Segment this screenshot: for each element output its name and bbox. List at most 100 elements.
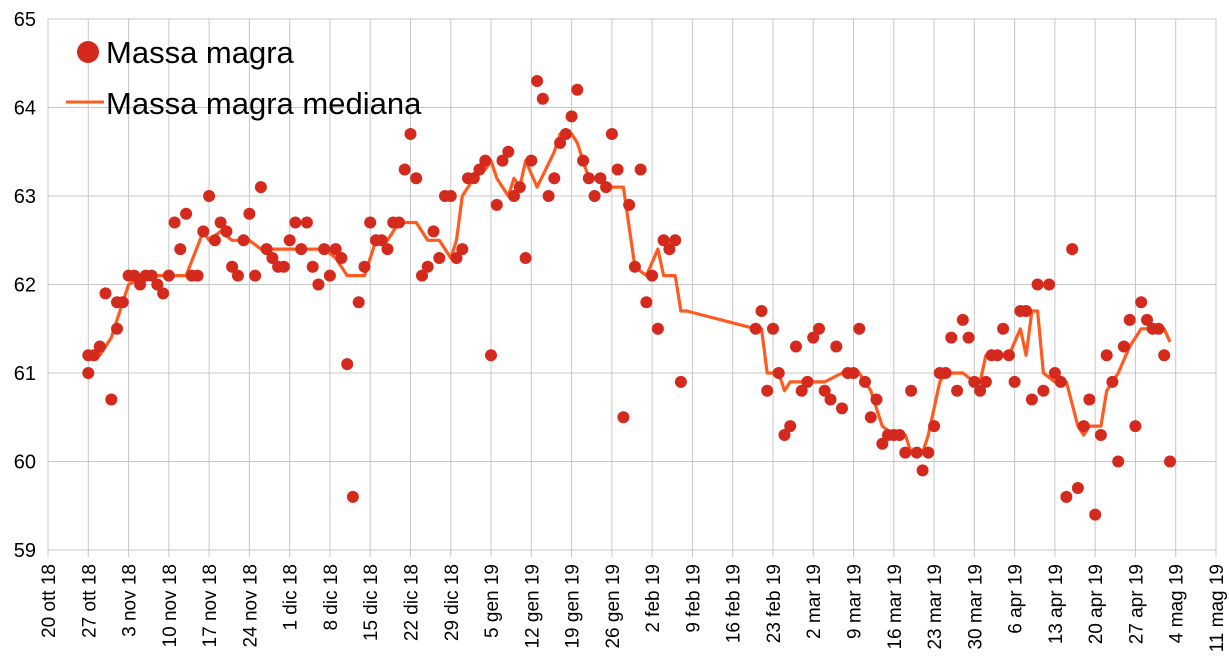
data-point (168, 216, 181, 229)
data-point (1152, 322, 1165, 335)
y-tick-label: 59 (14, 540, 36, 562)
x-tick-label: 10 nov 18 (160, 564, 181, 647)
data-point (1025, 393, 1038, 406)
data-point (922, 446, 935, 459)
x-tick-label: 16 feb 19 (724, 564, 745, 643)
x-tick-label: 20 apr 19 (1086, 564, 1107, 644)
data-point (594, 172, 607, 185)
data-point (300, 216, 313, 229)
data-point (634, 163, 647, 176)
y-tick-label: 64 (14, 98, 36, 120)
data-point (1031, 278, 1044, 291)
data-point (1002, 349, 1015, 362)
data-point (605, 128, 618, 140)
data-point (824, 393, 837, 406)
data-point (807, 331, 820, 344)
data-point (1112, 455, 1125, 468)
data-point (628, 260, 641, 273)
y-tick-label: 63 (14, 186, 36, 208)
data-point (968, 375, 981, 388)
data-point (548, 172, 561, 185)
data-point (1043, 278, 1056, 291)
data-point (116, 296, 129, 309)
data-point (818, 384, 831, 397)
x-tick-label: 23 feb 19 (764, 564, 785, 643)
data-point (105, 393, 118, 406)
data-point (790, 340, 802, 353)
plot-frame (47, 18, 1217, 551)
x-tick-label: 12 gen 19 (522, 564, 543, 649)
data-point (111, 322, 123, 335)
data-point (358, 260, 371, 273)
x-tick-label: 27 ott 18 (79, 564, 100, 638)
data-point (542, 190, 555, 202)
x-tick-label: 22 dic 18 (401, 564, 422, 641)
x-tick-label: 24 nov 18 (240, 564, 261, 647)
data-point (784, 420, 797, 433)
data-point (939, 367, 952, 379)
series-median-line (88, 132, 1172, 455)
data-point (433, 252, 446, 264)
data-point (180, 207, 193, 220)
x-tick-label: 4 mag 19 (1167, 564, 1188, 643)
data-point (565, 110, 578, 123)
data-point (243, 207, 256, 220)
data-point (582, 172, 595, 185)
x-tick-label: 23 mar 19 (925, 564, 946, 650)
data-point (945, 331, 958, 344)
data-point (295, 243, 308, 256)
x-tick-label: 2 mar 19 (804, 564, 825, 639)
x-tick-label: 20 ott 18 (39, 564, 60, 638)
data-point (231, 269, 244, 282)
data-point (364, 216, 377, 229)
data-point (1089, 508, 1102, 521)
data-point (928, 420, 941, 433)
data-point (214, 216, 227, 229)
data-point (1037, 384, 1050, 397)
data-point (513, 181, 526, 194)
data-point (1054, 375, 1067, 388)
data-point (82, 367, 95, 379)
data-point (657, 234, 670, 247)
data-point (318, 243, 331, 256)
data-point (479, 154, 492, 167)
x-tick-label: 3 nov 18 (120, 564, 141, 637)
data-point (830, 340, 843, 353)
x-tick-label: 27 apr 19 (1126, 564, 1147, 644)
median-line-path (88, 132, 1172, 455)
data-point (956, 313, 969, 326)
data-point (191, 269, 204, 282)
data-point (531, 75, 544, 87)
x-tick-label: 26 gen 19 (603, 564, 624, 649)
data-point (260, 243, 273, 256)
data-point (772, 367, 785, 379)
data-point (864, 411, 877, 424)
data-point (1077, 420, 1090, 433)
data-point (755, 305, 768, 317)
data-point (559, 128, 572, 140)
data-point (893, 429, 906, 441)
x-tick-label: 19 gen 19 (563, 564, 584, 649)
data-point (467, 172, 480, 185)
data-point (1020, 305, 1033, 317)
data-point (611, 163, 624, 176)
data-point (1100, 349, 1113, 362)
y-axis: 59 60 61 62 63 64 65 (14, 9, 36, 562)
data-point (444, 190, 457, 202)
data-point (916, 464, 929, 477)
data-point (393, 216, 405, 229)
data-point (749, 322, 762, 335)
data-point (404, 128, 417, 140)
data-point (306, 260, 319, 273)
data-point (905, 384, 918, 397)
data-point (1135, 296, 1148, 309)
data-point (836, 402, 848, 415)
data-point (577, 154, 590, 167)
data-point (416, 269, 428, 282)
data-point (398, 163, 411, 176)
data-point (974, 384, 987, 397)
data-point (1060, 490, 1073, 503)
data-point (496, 154, 509, 167)
data-point (853, 322, 866, 335)
